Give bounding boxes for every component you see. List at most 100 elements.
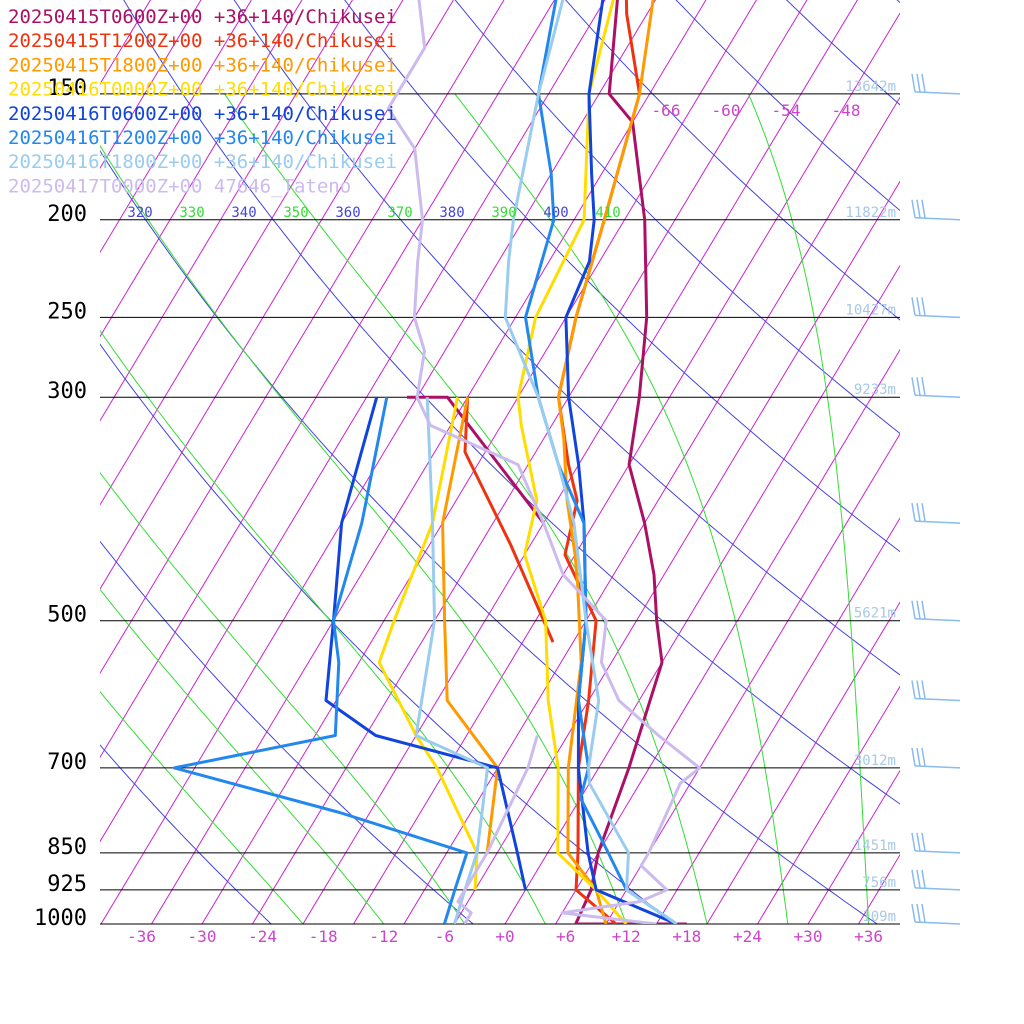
- temperature-tick-label: -12: [369, 927, 398, 946]
- pressure-label: 150: [47, 76, 87, 101]
- height-label: 10427m: [845, 302, 896, 318]
- temperature-tick-label: -30: [188, 927, 217, 946]
- isotherm-line: [656, 517, 900, 924]
- height-label: 756m: [862, 875, 896, 891]
- dewpoint-trace: [441, 396, 500, 854]
- moist-adiabat-line: [454, 93, 789, 924]
- dry-adiabat-line: [100, 149, 879, 924]
- dry-adiabat-line: [675, 0, 900, 212]
- height-label: 5621m: [854, 606, 896, 622]
- wind-barb: [911, 377, 961, 398]
- isobar-lines: [100, 93, 900, 925]
- isotherm-line: [757, 685, 900, 924]
- legend-entry: 20250417T0000Z+00 47646_Tateno: [8, 175, 351, 197]
- temperature-trace: [564, 0, 678, 924]
- pressure-label: 250: [47, 299, 87, 324]
- wind-barb: [911, 869, 961, 891]
- dry-adiabat-line: [454, 0, 900, 435]
- legend-entry: 20250415T1200Z+00 +36+140/Chikusei: [8, 30, 397, 52]
- temperature-tick-label: -36: [127, 927, 156, 946]
- theta-label: 330: [179, 205, 204, 221]
- moist-adiabat-line: [748, 93, 870, 924]
- dewpoint-trace: [463, 397, 555, 643]
- moist-adiabat-line: [100, 329, 546, 924]
- dry-adiabat-line: [233, 0, 900, 676]
- temperature-tick-label: +12: [612, 927, 641, 946]
- isotherm-line: [706, 601, 900, 924]
- temperature-tick-label: +18: [672, 927, 701, 946]
- pressure-label: 300: [47, 379, 87, 404]
- isotherm-line: [1010, 0, 1024, 924]
- dewpoint-trace: [456, 735, 539, 924]
- temperature-trace: [516, 0, 628, 924]
- pressure-label: 925: [47, 872, 87, 897]
- dewpoint-trace: [172, 396, 469, 924]
- wind-barb: [911, 747, 961, 769]
- theta-label: 410: [595, 205, 620, 221]
- temperature-tick-label: +6: [556, 927, 575, 946]
- temperature-trace: [574, 0, 687, 924]
- temperature-trace: [557, 0, 655, 924]
- wind-barbs: [911, 73, 961, 925]
- dewpoint-trace: [407, 395, 545, 525]
- height-label: 9233m: [854, 382, 896, 398]
- height-label: 3012m: [854, 753, 896, 769]
- temperature-tick-label: -24: [248, 927, 277, 946]
- isotherm-line: [960, 0, 1024, 924]
- theta-label: 360: [335, 205, 360, 221]
- pressure-label: 1000: [34, 906, 87, 931]
- dry-adiabat-line: [344, 0, 900, 553]
- legend-entry: 20250416T0000Z+00 +36+140/Chikusei: [8, 79, 397, 101]
- temperature-trace: [524, 0, 678, 924]
- isotherm-line: [555, 348, 900, 924]
- wind-barb: [911, 903, 961, 925]
- wind-barb: [911, 199, 961, 221]
- legend-entry: 20250415T0600Z+00 +36+140/Chikusei: [8, 6, 397, 28]
- wind-barb: [911, 502, 961, 524]
- legend: 20250415T0600Z+00 +36+140/Chikusei202504…: [8, 6, 397, 197]
- pressure-label: 850: [47, 835, 87, 860]
- isotherm-line: [605, 433, 900, 924]
- legend-entry: 20250416T1800Z+00 +36+140/Chikusei: [8, 151, 397, 173]
- wind-barb: [911, 600, 961, 622]
- wind-barb: [911, 832, 961, 854]
- temperature-traces: [386, 0, 702, 924]
- isotherm-line: [504, 264, 900, 924]
- upper-isotherm-label: -66: [652, 101, 681, 120]
- moist-adiabat-line: [224, 93, 708, 924]
- legend-entry: 20250415T1800Z+00 +36+140/Chikusei: [8, 54, 397, 76]
- moist-adiabat-line: [100, 144, 627, 924]
- theta-label: 350: [283, 205, 308, 221]
- wind-barb: [911, 73, 961, 95]
- isotherm-line: [302, 0, 858, 924]
- dry-adiabat-line: [123, 0, 900, 805]
- theta-label: 370: [387, 205, 412, 221]
- moist-adiabat-line: [100, 691, 304, 924]
- temperature-tick-label: +36: [854, 927, 883, 946]
- upper-isotherm-label: -48: [832, 101, 861, 120]
- temperature-tick-label: -6: [435, 927, 454, 946]
- pressure-label: 500: [47, 603, 87, 628]
- height-label: 109m: [862, 909, 896, 925]
- dry-adiabat-line: [785, 0, 900, 106]
- theta-label: 390: [491, 205, 516, 221]
- temperature-tick-label: +0: [495, 927, 514, 946]
- temperature-trace: [386, 0, 702, 924]
- pressure-label: 700: [47, 750, 87, 775]
- pressure-label: 200: [47, 202, 87, 227]
- theta-label: 380: [439, 205, 464, 221]
- height-label: 1451m: [854, 838, 896, 854]
- height-label: 13642m: [845, 79, 896, 95]
- moist-adiabat-line: [100, 588, 385, 924]
- dry-adiabat-line: [100, 540, 474, 924]
- wind-barb: [911, 297, 961, 319]
- theta-label: 400: [543, 205, 568, 221]
- dewpoint-trace: [324, 396, 527, 891]
- temperature-trace: [503, 0, 678, 924]
- axis-labels: 1001502002503005007008509251000-36-30-24…: [34, 76, 896, 946]
- moist-adiabat-line: [100, 471, 466, 924]
- dry-adiabat-line: [100, 744, 272, 924]
- theta-label: 340: [231, 205, 256, 221]
- upper-isotherm-label: -54: [772, 101, 801, 120]
